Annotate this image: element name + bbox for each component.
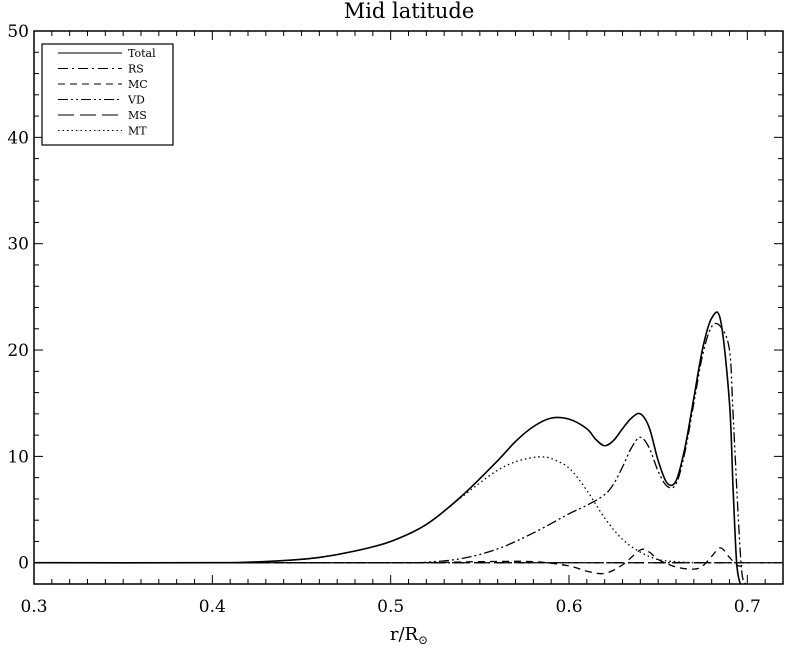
series-line-vd <box>34 322 747 584</box>
y-tick-label: 10 <box>7 447 29 467</box>
legend-label-total: Total <box>128 47 156 60</box>
x-tick-label: 0.6 <box>555 597 582 617</box>
x-tick-label: 0.5 <box>377 597 404 617</box>
axis-tick-labels: 0.3 0.4 0.5 0.6 0.7 0 10 20 30 40 50 <box>7 22 760 617</box>
legend-label-ms: MS <box>128 109 147 122</box>
legend-label-mt: MT <box>128 125 147 138</box>
legend-box <box>41 43 174 146</box>
series-line-total <box>34 311 741 584</box>
x-axis-label-subscript: ⊙ <box>418 633 428 647</box>
legend-label-mc: MC <box>128 78 148 91</box>
series-line-mt <box>34 456 712 564</box>
legend-label-rs: RS <box>128 63 144 76</box>
axis-ticks <box>33 30 784 585</box>
y-tick-label: 0 <box>18 554 29 574</box>
y-tick-label: 30 <box>7 235 29 255</box>
series-line-mc <box>34 547 748 575</box>
y-tick-label: 40 <box>7 128 29 148</box>
y-tick-label: 50 <box>7 22 29 42</box>
y-tick-label: 20 <box>7 341 29 361</box>
x-tick-label: 0.4 <box>199 597 226 617</box>
x-tick-label: 0.3 <box>20 597 47 617</box>
legend-label-vd: VD <box>127 94 145 107</box>
legend: Total RS MC VD MS MT <box>41 43 174 146</box>
chart-title: Mid latitude <box>344 0 475 23</box>
x-axis-label: r/R⊙ <box>390 624 428 647</box>
x-tick-label: 0.7 <box>734 597 761 617</box>
